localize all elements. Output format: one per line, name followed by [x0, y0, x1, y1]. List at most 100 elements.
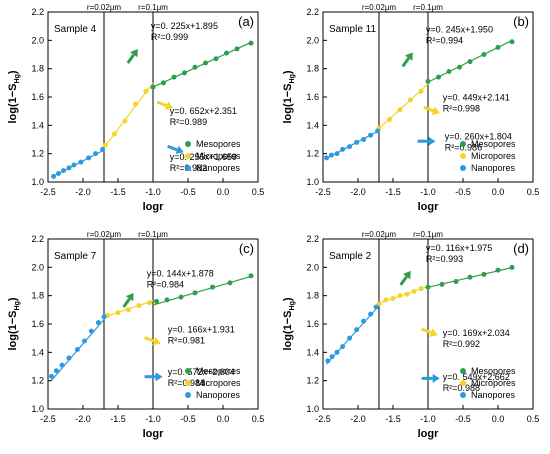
sample-label: Sample 2: [329, 251, 372, 262]
x-tick-label: -2.0: [75, 187, 91, 197]
x-tick-label: -1.0: [145, 414, 161, 424]
annotation-arrow: [423, 105, 434, 113]
data-point: [354, 139, 360, 145]
data-point: [95, 320, 101, 326]
fit-line: [152, 41, 252, 88]
data-point: [60, 168, 66, 174]
data-point: [51, 173, 57, 179]
annotation-arrowhead: [402, 270, 411, 280]
data-point: [375, 128, 381, 134]
data-point: [481, 52, 487, 57]
y-tick-label: 2.0: [306, 262, 319, 272]
data-point: [182, 70, 187, 76]
data-point: [49, 373, 54, 379]
data-point: [481, 271, 487, 277]
data-point: [347, 335, 353, 341]
y-tick-label: 2.2: [306, 234, 319, 244]
data-point: [397, 107, 403, 113]
legend-marker: [185, 153, 191, 159]
boundary-label: r=0.02μm: [87, 230, 122, 239]
legend-label: Mesopores: [471, 139, 516, 149]
y-tick-label: 1.6: [306, 319, 319, 329]
data-point: [122, 118, 128, 124]
x-tick-label: -1.0: [420, 414, 436, 424]
annotation-arrow: [144, 336, 155, 343]
data-point: [418, 88, 424, 94]
y-tick-label: 2.0: [306, 35, 319, 45]
x-tick-label: -1.5: [110, 187, 126, 197]
data-point: [328, 152, 334, 158]
annotation-arrowhead: [431, 106, 440, 115]
x-tick-label: -1.0: [145, 187, 161, 197]
fit-r2: R²=0.989: [170, 117, 207, 127]
legend-marker: [185, 165, 191, 171]
fit-equation: y=0. 260x+1.804: [445, 132, 512, 142]
chart-panel: -2.5 -2.0 -1.5 -1.0 -0.5 0.0 0.5 1.0 1.2 1.4 1.6 1.…: [282, 3, 539, 213]
data-point: [81, 338, 87, 344]
fit-r2: R²=0.994: [426, 35, 463, 45]
data-point: [324, 155, 329, 161]
data-point: [126, 307, 131, 313]
x-tick-label: -2.5: [315, 187, 331, 197]
chart-panel: -2.5 -2.0 -1.5 -1.0 -0.5 0.0 0.5 1.0 1.2 1.4 1.6 1.…: [7, 230, 264, 440]
annotation-arrowhead: [155, 372, 163, 382]
y-axis-label: log(1−SHg): [7, 297, 21, 350]
fit-equation: y=0. 144x+1.878: [147, 268, 214, 278]
data-point: [340, 146, 346, 152]
y-tick-label: 1.4: [31, 120, 44, 130]
data-point: [101, 314, 107, 320]
legend-marker: [460, 368, 466, 374]
data-point: [383, 297, 389, 303]
y-tick-label: 1.8: [31, 64, 44, 74]
fit-equation: y=0. 225x+1.895: [151, 21, 218, 31]
legend-label: Nanopores: [471, 163, 516, 173]
annotation-arrowhead: [405, 52, 413, 61]
panel-label: (b): [513, 14, 529, 29]
sample-label: Sample 11: [329, 24, 377, 35]
legend-label: Micropores: [471, 151, 516, 161]
fit-equation: y=0. 255x+1.659: [170, 152, 237, 162]
fit-r2: R²=0.993: [426, 254, 463, 264]
legend-label: Mesopores: [196, 366, 241, 376]
y-axis-label: log(1−SHg): [282, 297, 296, 350]
x-tick-label: -1.5: [110, 414, 126, 424]
data-point: [100, 146, 106, 152]
annotation-arrowhead: [428, 136, 436, 146]
fit-r2: R²=0.992: [443, 339, 480, 349]
data-point: [66, 165, 72, 171]
y-tick-label: 1.4: [306, 120, 319, 130]
data-point: [115, 310, 121, 316]
data-point: [325, 358, 331, 364]
annotation-arrowhead: [175, 145, 184, 155]
y-tick-label: 1.2: [31, 149, 44, 159]
y-tick-label: 1.2: [306, 376, 319, 386]
annotation-arrow: [401, 57, 410, 68]
y-tick-label: 1.0: [306, 177, 319, 187]
fit-r2: R²=0.999: [151, 32, 188, 42]
x-tick-label: -0.5: [455, 414, 471, 424]
data-point: [509, 39, 515, 45]
data-point: [425, 78, 431, 84]
fit-equation: y=0. 652x+2.351: [170, 106, 237, 116]
legend-label: Nanopores: [196, 390, 241, 400]
data-point: [154, 298, 159, 304]
y-tick-label: 1.6: [31, 319, 44, 329]
chart-panel: -2.5 -2.0 -1.5 -1.0 -0.5 0.0 0.5 1.0 1.2 1.4 1.6 1.…: [7, 3, 264, 213]
data-point: [56, 171, 61, 176]
data-point: [59, 362, 65, 368]
panel-label: (c): [239, 241, 254, 256]
data-point: [436, 74, 441, 80]
fit-equation: y=0. 245x+1.950: [426, 24, 493, 34]
data-point: [234, 46, 240, 52]
x-tick-label: -0.5: [180, 414, 196, 424]
fit-r2: R²=0.981: [168, 336, 205, 346]
data-point: [467, 274, 473, 280]
y-tick-label: 1.8: [31, 291, 44, 301]
legend-label: Micropores: [196, 151, 241, 161]
annotation-arrow: [126, 53, 135, 64]
x-axis-label: logr: [418, 428, 439, 440]
legend-label: Micropores: [471, 378, 516, 388]
data-point: [334, 349, 340, 355]
x-axis-label: logr: [143, 428, 164, 440]
y-tick-label: 1.6: [306, 92, 319, 102]
